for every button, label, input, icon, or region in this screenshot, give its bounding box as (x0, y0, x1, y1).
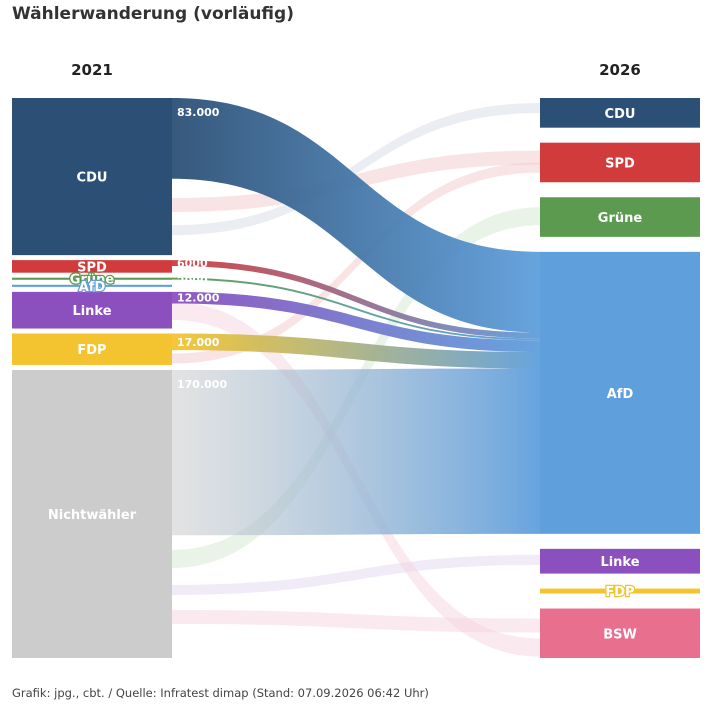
right-node-bsw (540, 608, 700, 658)
source-footer: Grafik: jpg., cbt. / Quelle: Infratest d… (12, 686, 429, 700)
left-node-label-nichtw-hler: Nichtwähler (48, 508, 137, 523)
flow-value-linke: 12.000 (177, 292, 220, 305)
year-label-right: 2026 (599, 61, 641, 79)
left-node-label-cdu: CDU (77, 171, 108, 186)
flow-spd-to-afd (172, 260, 540, 339)
left-node-cdu (12, 98, 172, 256)
chart-title: Wählerwanderung (vorläufig) (12, 4, 294, 24)
faded-flow (172, 162, 540, 364)
right-node-linke (540, 548, 700, 574)
left-node-afd (12, 284, 172, 287)
left-node-gr-ne (12, 277, 172, 280)
right-node-label-afd: AfD (607, 387, 634, 402)
flow-value-cdu: 83.000 (177, 106, 220, 119)
left-node-nichtw-hler (12, 369, 172, 658)
left-node-label-linke: Linke (72, 304, 111, 319)
faded-flow (172, 609, 540, 633)
right-node-gr-ne (540, 197, 700, 237)
left-node-label-gr-ne: Grüne (70, 273, 115, 288)
right-node-label-fdp: FDP (605, 585, 634, 600)
right-node-cdu (540, 98, 700, 128)
flow-linke-to-afd (172, 291, 540, 353)
right-node-label-gr-ne: Grüne (598, 211, 643, 226)
flow-gr-ne-to-afd (172, 277, 540, 341)
year-label-left: 2021 (71, 61, 113, 79)
right-node-label-bsw: BSW (603, 627, 637, 642)
right-node-label-cdu: CDU (605, 107, 636, 122)
flow-value-gr-ne: 2000 (177, 275, 208, 288)
faded-flow (172, 554, 540, 595)
flow-fdp-to-afd (172, 333, 540, 369)
right-node-fdp (540, 588, 700, 594)
right-node-label-spd: SPD (605, 156, 635, 171)
labels: 83.0006000200012.00017.000170.000CDUSPDG… (48, 61, 642, 642)
left-node-fdp (12, 333, 172, 365)
right-node-afd (540, 251, 700, 534)
flow-value-spd: 6000 (177, 257, 208, 270)
right-node-label-linke: Linke (600, 555, 639, 570)
left-node-linke (12, 291, 172, 329)
left-node-label-spd: SPD (77, 260, 107, 275)
left-node-label-afd: AfD (79, 280, 106, 295)
nodes (12, 98, 700, 658)
sankey-chart: 83.0006000200012.00017.000170.000CDUSPDG… (12, 61, 700, 658)
left-node-spd (12, 260, 172, 273)
faded-flow (172, 103, 540, 236)
flow-nichtw-hler-to-afd (172, 368, 540, 536)
flow-cdu-to-afd (172, 98, 540, 333)
afd-flows (172, 98, 540, 536)
flow-value-nichtw-hler: 170.000 (177, 378, 227, 391)
left-node-label-fdp: FDP (77, 343, 106, 358)
flow-value-fdp: 17.000 (177, 336, 220, 349)
right-node-spd (540, 142, 700, 183)
